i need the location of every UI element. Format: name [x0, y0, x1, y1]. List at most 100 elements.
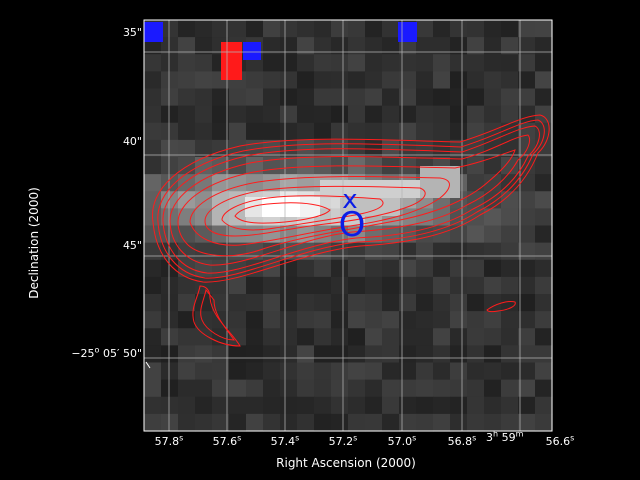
- image-pixel: [144, 259, 162, 278]
- image-pixel: [280, 105, 298, 124]
- image-pixel: [535, 362, 553, 381]
- image-pixel: [484, 259, 502, 278]
- image-pixel: [297, 20, 315, 38]
- image-pixel: [501, 379, 519, 398]
- image-pixel: [144, 413, 162, 432]
- image-pixel: [331, 88, 349, 107]
- image-pixel: [433, 208, 451, 227]
- image-pixel: [263, 259, 281, 278]
- contour-small-blob: [486, 301, 516, 313]
- image-pixel: [484, 37, 502, 55]
- image-pixel: [195, 276, 213, 295]
- image-pixel: [501, 54, 519, 72]
- image-pixel: [314, 311, 332, 329]
- image-pixel: [229, 122, 247, 141]
- image-pixel: [297, 311, 315, 329]
- image-pixel: [365, 345, 383, 364]
- image-pixel: [450, 311, 468, 329]
- image-pixel: [263, 88, 281, 107]
- image-pixel: [280, 328, 298, 346]
- image-pixel: [161, 328, 179, 346]
- contour-outer-3: [162, 125, 540, 274]
- image-pixel: [433, 105, 451, 124]
- image-pixel: [161, 88, 179, 107]
- image-pixel: [467, 311, 485, 329]
- image-pixel: [314, 328, 332, 346]
- image-pixel: [280, 88, 298, 107]
- y-tick-label: −25o 05′ 50": [71, 346, 142, 360]
- image-pixel: [314, 105, 332, 124]
- image-pixel: [518, 259, 536, 278]
- image-pixel: [484, 345, 502, 364]
- image-pixel: [348, 413, 366, 432]
- image-pixel: [518, 20, 536, 38]
- pixel-blue: [144, 22, 163, 42]
- image-pixel: [484, 54, 502, 72]
- image-pixel: [535, 413, 553, 432]
- image-pixel: [518, 54, 536, 72]
- image-pixel: [382, 88, 400, 107]
- image-pixel: [280, 139, 298, 158]
- image-pixel: [263, 242, 281, 261]
- image-pixel: [280, 71, 298, 90]
- contour-inner: [234, 202, 331, 224]
- image-pixel: [297, 362, 315, 381]
- image-pixel: [501, 345, 519, 364]
- image-pixel: [195, 311, 213, 329]
- image-pixel: [144, 88, 162, 107]
- image-pixel: [399, 345, 417, 364]
- image-pixel: [212, 345, 230, 364]
- image-pixel: [535, 105, 553, 124]
- image-pixel: [229, 345, 247, 364]
- image-pixel: [365, 311, 383, 329]
- image-pixel: [467, 276, 485, 295]
- plot-frame: [143, 19, 553, 432]
- image-pixel: [365, 328, 383, 346]
- image-pixel: [399, 88, 417, 107]
- image-pixel: [535, 396, 553, 415]
- image-pixel: [348, 328, 366, 346]
- image-pixel: [331, 345, 349, 364]
- bright-pixel: [340, 198, 400, 216]
- y-tick-label-arcmin: 05′ 50": [99, 347, 142, 360]
- image-pixel: [263, 328, 281, 346]
- image-pixel: [263, 225, 281, 244]
- image-pixel: [501, 242, 519, 261]
- image-pixel: [229, 328, 247, 346]
- pixel-red: [221, 42, 242, 80]
- image-pixel: [416, 328, 434, 346]
- image-pixel: [314, 396, 332, 415]
- image-pixel: [365, 54, 383, 72]
- image-pixel: [280, 122, 298, 141]
- image-pixel: [484, 225, 502, 244]
- x-tick-label: 57.0s: [387, 433, 417, 448]
- image-pixel: [161, 105, 179, 124]
- image-pixel: [348, 242, 366, 261]
- image-pixel: [331, 311, 349, 329]
- image-pixel: [365, 37, 383, 55]
- image-pixel: [399, 362, 417, 381]
- image-pixel: [450, 396, 468, 415]
- image-pixel: [178, 191, 196, 209]
- image-pixel: [450, 294, 468, 312]
- image-pixel: [144, 54, 162, 72]
- image-pixel: [246, 71, 264, 90]
- image-pixel: [178, 259, 196, 278]
- image-pixel: [263, 276, 281, 295]
- image-pixel: [450, 122, 468, 141]
- image-pixel: [399, 259, 417, 278]
- image-pixel: [229, 105, 247, 124]
- image-pixel: [382, 362, 400, 381]
- image-pixel: [467, 379, 485, 398]
- image-pixel: [433, 88, 451, 107]
- image-pixel: [212, 191, 230, 209]
- image-pixel: [433, 294, 451, 312]
- image-pixel: [484, 157, 502, 175]
- image-pixel: [178, 294, 196, 312]
- image-pixel: [297, 54, 315, 72]
- image-pixel: [535, 88, 553, 107]
- image-pixel: [212, 379, 230, 398]
- image-pixel: [416, 105, 434, 124]
- image-pixel: [416, 242, 434, 261]
- contour-tail-1: [192, 285, 241, 347]
